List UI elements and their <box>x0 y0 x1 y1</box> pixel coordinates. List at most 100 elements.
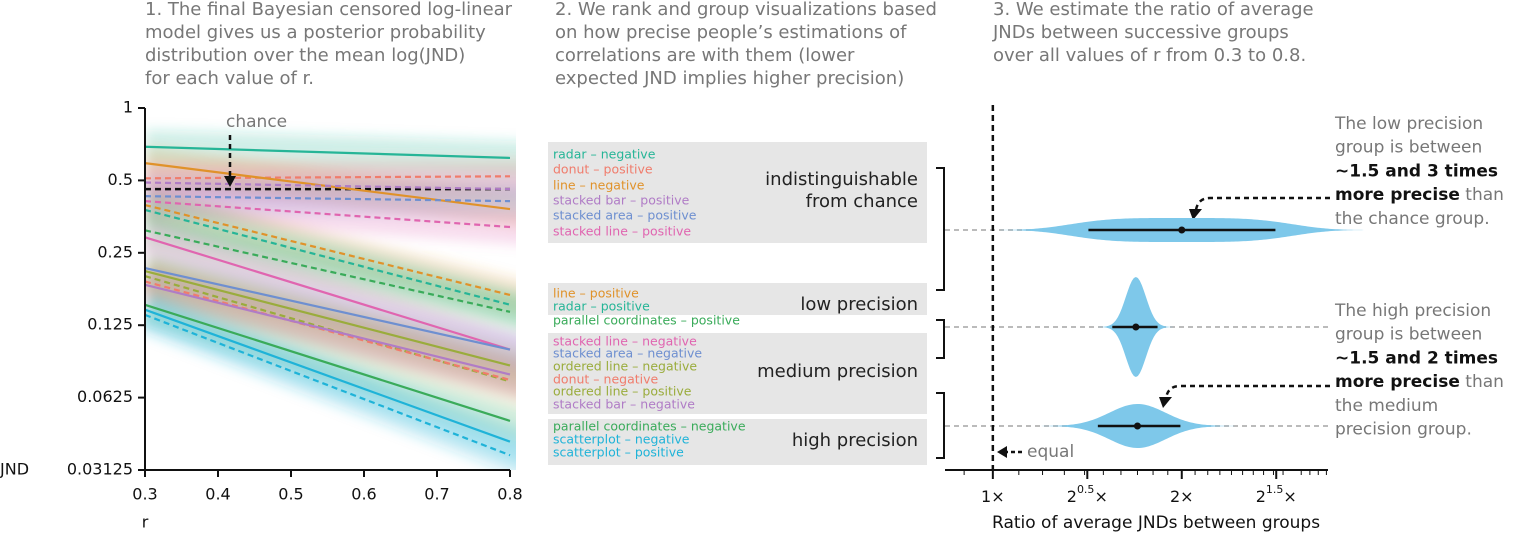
annotation: chance <box>226 112 287 132</box>
group-box <box>548 419 927 465</box>
series-label: stacked area – positive <box>553 208 697 223</box>
note-text: more precise <box>1335 372 1460 392</box>
note: more precise than <box>1335 185 1504 205</box>
y-tick-label: 0.5 <box>108 170 133 189</box>
arrowhead <box>997 446 1007 458</box>
caption: JNDs between successive groups <box>992 22 1289 43</box>
series-label: stacked bar – positive <box>553 193 690 208</box>
group-box <box>548 283 927 315</box>
x-tick-label: 0.4 <box>205 485 230 504</box>
line <box>144 275 511 383</box>
caption: 2. We rank and group visualizations base… <box>555 0 937 20</box>
bracket <box>936 167 945 459</box>
series-label: radar – negative <box>553 147 656 162</box>
series-label: ordered line – negative <box>553 359 697 374</box>
line <box>144 266 511 351</box>
group-box <box>548 333 927 414</box>
series-label: scatterplot – negative <box>553 432 690 447</box>
note: precision group. <box>1335 420 1472 440</box>
note: the chance group. <box>1335 209 1490 229</box>
median <box>1133 422 1141 430</box>
y-tick-label: 0.25 <box>97 242 133 261</box>
x-tick-label: 0.8 <box>497 485 522 504</box>
line <box>144 175 511 180</box>
line <box>144 308 511 443</box>
group-label: medium precision <box>757 361 918 382</box>
caption: 1. The final Bayesian censored log-linea… <box>145 0 513 20</box>
tick-base: 2 <box>1067 487 1077 506</box>
x-axis-label: r <box>142 513 149 532</box>
note-text: the chance group. <box>1335 209 1490 229</box>
caption: distribution over the mean log(JND) <box>145 45 465 66</box>
series-label: stacked bar – negative <box>553 397 695 412</box>
line <box>144 283 511 376</box>
x-tick-label: 0.6 <box>351 485 376 504</box>
caption: model gives us a posterior probability <box>145 22 486 43</box>
caption: for each value of r. <box>145 68 314 89</box>
note: more precise than <box>1335 372 1504 392</box>
note-text: precision group. <box>1335 420 1472 440</box>
line <box>144 195 511 203</box>
line <box>144 181 511 191</box>
note-text: group is between <box>1335 138 1482 158</box>
series-label: donut – positive <box>553 162 653 177</box>
note-text: group is between <box>1335 325 1482 345</box>
series-label: stacked line – negative <box>553 334 697 349</box>
line <box>144 203 511 297</box>
note: the medium <box>1335 396 1438 416</box>
caption: expected JND implies higher precision) <box>555 68 904 89</box>
caption: on how precise people’s estimations of <box>555 22 907 43</box>
group-label: from chance <box>806 191 918 212</box>
series-label: donut – negative <box>553 372 659 387</box>
arrowhead <box>1189 209 1202 220</box>
tick-base: 2 <box>1256 487 1266 506</box>
y-tick-label: 0.125 <box>87 315 133 334</box>
series-label: parallel coordinates – negative <box>553 419 746 434</box>
line <box>144 145 511 160</box>
series-label: line – positive <box>553 286 639 301</box>
y-tick-label: 0.03125 <box>67 460 133 479</box>
line <box>144 280 511 382</box>
arrowhead <box>1159 397 1172 408</box>
note-text: The low precision <box>1334 114 1483 134</box>
tick-suffix: × <box>1094 487 1107 506</box>
note: ~1.5 and 3 times <box>1335 161 1498 181</box>
tick-base: 2× <box>1170 487 1194 506</box>
series-label: radar – positive <box>553 299 650 314</box>
median <box>1132 323 1140 331</box>
caption: over all values of r from 0.3 to 0.8. <box>993 45 1306 66</box>
arrowhead <box>224 176 236 187</box>
y-tick-label: 0.0625 <box>77 387 133 406</box>
y-axis-label: JND <box>0 460 29 479</box>
note-text: more precise <box>1335 185 1460 205</box>
x-tick-label: 0.7 <box>424 485 449 504</box>
median <box>1178 226 1186 234</box>
note-text: the medium <box>1335 396 1438 416</box>
line <box>144 269 511 367</box>
x-tick-label: 0.5 <box>278 485 303 504</box>
x-tick-label: 20.5× <box>1067 483 1108 506</box>
note-text: The high precision <box>1334 301 1491 321</box>
group-label: indistinguishable <box>765 169 918 190</box>
group-label: high precision <box>792 430 918 451</box>
x-tick-label: 1× <box>981 487 1005 506</box>
x-tick-label: 0.3 <box>132 485 157 504</box>
line <box>144 303 511 422</box>
note: The high precision <box>1334 301 1491 321</box>
bands <box>146 129 516 470</box>
group-label: low precision <box>800 294 918 315</box>
arrow <box>1194 196 1330 211</box>
tick-exponent: 1.5 <box>1266 483 1284 496</box>
x-tick-label: 21.5× <box>1256 483 1297 506</box>
series-label: stacked area – negative <box>553 346 702 361</box>
caption: 3. We estimate the ratio of average <box>993 0 1314 20</box>
arrow <box>1164 384 1330 399</box>
x-axis-label: Ratio of average JNDs between groups <box>992 513 1320 533</box>
line <box>144 313 511 457</box>
note: group is between <box>1335 325 1482 345</box>
tick-suffix: × <box>1283 487 1296 506</box>
caption: correlations are with them (lower <box>555 45 855 66</box>
line <box>144 200 511 229</box>
note: ~1.5 and 2 times <box>1335 348 1498 368</box>
